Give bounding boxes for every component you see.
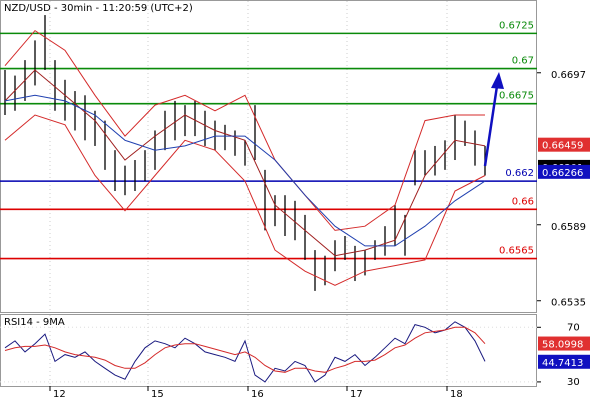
level-label: 0.6675 — [499, 91, 534, 102]
x-tick-label: 18 — [450, 389, 463, 400]
level-label: 0.66 — [512, 196, 534, 207]
indicator-line — [4, 94, 486, 247]
rsi-line — [4, 321, 486, 383]
indicator-line — [4, 114, 486, 286]
price-tag — [538, 137, 590, 152]
chart-title: NZD/USD - 30min - 11:20:59 (UTC+2) — [4, 3, 193, 14]
rsi-line — [4, 326, 486, 373]
y-tick-label: 0.6535 — [551, 298, 586, 309]
level-label: 0.662 — [505, 168, 534, 179]
x-tick-label: 17 — [350, 389, 363, 400]
indicator-line — [4, 29, 485, 231]
x-tick-label: 12 — [53, 389, 66, 400]
level-label: 0.6725 — [499, 20, 534, 31]
level-label: 0.67 — [512, 56, 534, 67]
x-tick-label: 15 — [151, 389, 164, 400]
x-tick-label: 16 — [251, 389, 264, 400]
price-tag — [538, 336, 590, 351]
price-tag — [538, 354, 590, 369]
indicator-line — [4, 69, 486, 257]
forecast-arrow — [483, 72, 504, 167]
price-tag — [538, 164, 590, 179]
price-tag-label: 58.0998 — [542, 340, 583, 351]
y-tick-label: 0.6697 — [551, 70, 586, 81]
rsi-panel — [0, 314, 537, 387]
y-tick-label: 0.6589 — [551, 222, 586, 233]
price-tag-label: 0.66459 — [542, 141, 583, 152]
rsi-title: RSI14 - 9MA — [4, 317, 65, 328]
level-label: 0.6565 — [499, 246, 534, 257]
y-tick-label: 30 — [567, 377, 580, 388]
main-panel — [0, 0, 537, 313]
y-tick-label: 70 — [567, 322, 580, 333]
price-tag-label: 44.7413 — [542, 358, 583, 369]
price-tag-label: 0.66266 — [542, 168, 583, 179]
